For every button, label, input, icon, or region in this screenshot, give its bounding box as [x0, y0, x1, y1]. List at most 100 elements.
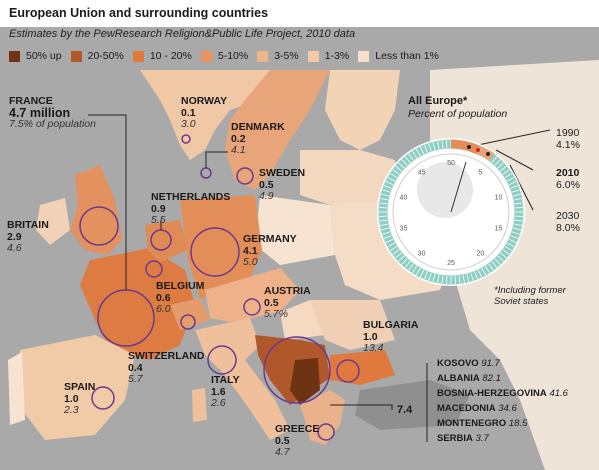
country-name: GREECE — [275, 423, 320, 435]
country-pct: 5.7% — [264, 308, 288, 320]
label-austria: AUSTRIA 0.5 5.7% — [264, 285, 311, 321]
year-2010: 2010 6.0% — [556, 167, 580, 191]
country-pct: 4.1 — [231, 144, 246, 156]
country-value: 0.4 — [128, 361, 143, 374]
dial-tick — [510, 235, 519, 239]
label-italy: ITALY 1.6 2.6 — [211, 374, 240, 410]
dial-tick — [508, 180, 517, 186]
year-pct: 8.0% — [556, 222, 580, 234]
label-sweden: SWEDEN 0.5 4.9 — [259, 167, 305, 203]
legend-swatch — [358, 50, 370, 62]
country-name: GERMANY — [243, 233, 297, 245]
country-pct: 4.6 — [7, 242, 22, 254]
country-value: 0.5 — [275, 434, 290, 447]
legend-swatch — [257, 50, 269, 62]
balkans-item: MACEDONIA 34.6 — [437, 403, 517, 414]
map-subtitle: European Union and surrounding countries — [9, 6, 269, 20]
all-europe-subtitle: Percent of population — [408, 108, 508, 120]
bubble-greece — [317, 423, 335, 441]
dial-tick — [385, 238, 394, 244]
all-europe-title: All Europe* — [408, 95, 468, 107]
leader-2010 — [495, 149, 534, 171]
legend-item: 3-5% — [257, 50, 299, 62]
leader-lines — [88, 114, 551, 442]
bubble-germany — [190, 227, 240, 277]
balkans-country: BOSNIA-HERZEGOVINA — [437, 388, 547, 399]
balkans-country: MONTENEGRO — [437, 418, 507, 429]
label-switzerland: SWITZERLAND 0.4 5.7 — [128, 350, 205, 386]
dial-marker-2010 — [476, 148, 480, 152]
dial-tick — [387, 242, 396, 248]
dial-tick — [454, 275, 456, 284]
dial-tick — [511, 231, 520, 235]
country-value: 0.2 — [231, 132, 246, 145]
country-austria-czech — [205, 268, 300, 322]
dial-tick — [428, 272, 432, 281]
dial-tick — [387, 176, 396, 182]
bubble-italy — [207, 345, 237, 375]
balkans-country: KOSOVO — [437, 358, 479, 369]
country-value: 0.9 — [151, 202, 166, 215]
dial-tick-label: 40 — [400, 195, 408, 202]
dial-tick — [494, 258, 501, 265]
balkans-pct: 34.6 — [498, 403, 517, 414]
balkans-country: SERBIA — [437, 433, 473, 444]
dial-tick — [383, 185, 392, 189]
year-2030: 2030 8.0% — [556, 210, 580, 234]
country-norway — [140, 70, 270, 160]
country-pct: 4.7 — [275, 446, 290, 458]
country-name: SPAIN — [64, 381, 96, 393]
country-baltics — [300, 150, 400, 205]
balkans-pct: 82.1 — [482, 373, 501, 384]
legend-label: Less than 1% — [375, 50, 439, 62]
dial-tick — [380, 223, 389, 226]
country-pct: 4.9 — [259, 190, 274, 202]
balkans-pct: 91.7 — [481, 358, 500, 369]
year-label: 1990 — [556, 127, 580, 139]
dial-tick — [502, 249, 510, 255]
year-pct: 4.1% — [556, 139, 580, 151]
country-name: BRITAIN — [7, 219, 49, 231]
country-pct: 2.3 — [64, 404, 79, 416]
dial-tick-label: 5 — [478, 170, 482, 177]
dial-tick-label: 10 — [495, 195, 503, 202]
dial-tick — [508, 238, 517, 244]
dial-tick — [494, 159, 501, 166]
country-name: BELGIUM — [156, 280, 205, 292]
country-pct: 13.4 — [363, 342, 384, 354]
dial-tick-label: 25 — [447, 260, 455, 267]
dial-tick-label: 35 — [400, 225, 408, 232]
all-europe-dial: 5 10 15 20 25 30 35 40 45 50 — [377, 138, 525, 286]
legend-label: 10 - 20% — [149, 50, 192, 62]
dial-tick — [504, 245, 513, 251]
country-poland — [255, 195, 335, 265]
dial-tick — [380, 198, 389, 201]
country-pct: 2.6 — [211, 397, 226, 409]
dial-tick — [466, 273, 470, 282]
balkans-pct: 18.5 — [508, 418, 528, 429]
dial-tick — [382, 231, 391, 235]
dial-tick — [511, 189, 520, 193]
balkans-item: ALBANIA 82.1 — [437, 373, 501, 384]
dial-tick — [500, 252, 507, 259]
country-name: ITALY — [211, 374, 240, 386]
dial-tick — [408, 153, 414, 161]
year-pct: 6.0% — [556, 179, 580, 191]
leader-balkans — [330, 404, 393, 410]
label-germany: GERMANY 4.1 5.0 — [243, 233, 297, 269]
country-value: 2.9 — [7, 230, 22, 243]
legend-label: 50% up — [26, 50, 62, 62]
balkans-country: ALBANIA — [437, 373, 480, 384]
label-belgium: BELGIUM 0.6 6.0 — [156, 280, 205, 316]
dial-tick — [458, 275, 461, 284]
label-norway: NORWAY 0.1 3.0 — [181, 95, 227, 131]
dial-tick — [432, 142, 436, 151]
dial-tick — [419, 269, 425, 278]
legend-swatch — [132, 50, 144, 62]
dial-tick-label: 20 — [476, 250, 484, 257]
legend-label: 20-50% — [87, 50, 124, 62]
dial-tick — [428, 143, 432, 152]
balkans-item: BOSNIA-HERZEGOVINA 41.6 — [437, 388, 568, 399]
country-name: SWITZERLAND — [128, 350, 205, 362]
label-spain: SPAIN 1.0 2.3 — [64, 381, 96, 417]
